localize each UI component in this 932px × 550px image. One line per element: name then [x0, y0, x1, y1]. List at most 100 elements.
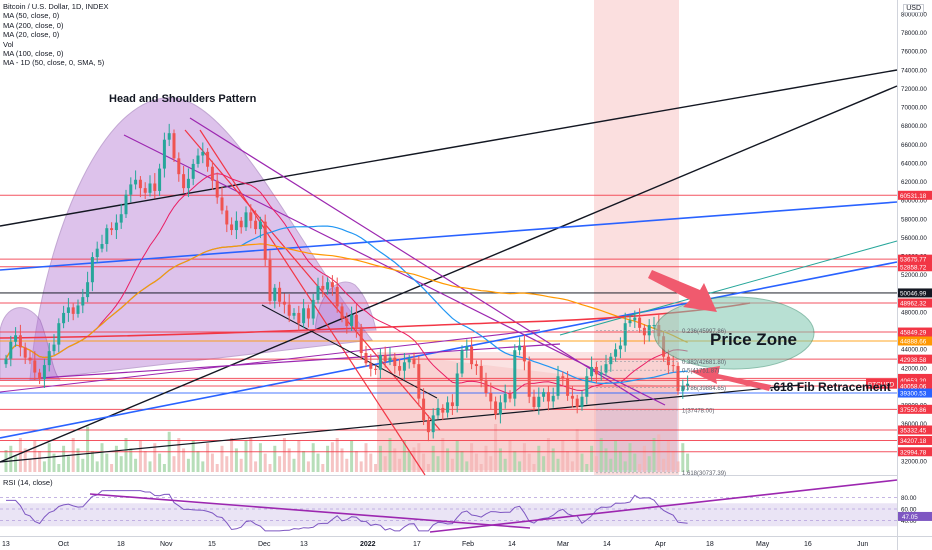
level-tag-label: 60531.18	[900, 193, 927, 200]
time-tick-label: May	[756, 541, 770, 548]
annotation-fib-retracement: .618 Fib Retracement	[770, 380, 891, 394]
candle-body	[398, 366, 402, 371]
candles	[4, 123, 690, 442]
indicator-ma-1d[interactable]: MA - 1D (50, close, 0, SMA, 5)	[3, 58, 105, 68]
arrow-to-fib	[690, 366, 771, 391]
candle-body	[62, 312, 66, 324]
ma-20-line	[5, 173, 688, 395]
volume-bar	[86, 426, 90, 472]
annotation-head-shoulders: Head and Shoulders Pattern	[109, 93, 257, 105]
candle-body	[215, 180, 219, 198]
symbol-title[interactable]: Bitcoin / U.S. Dollar, 1D, INDEX	[3, 2, 109, 11]
volume-bar	[33, 440, 37, 472]
candle-body	[383, 354, 387, 362]
volume-bar	[527, 453, 531, 472]
candle-body	[105, 228, 109, 245]
time-tick-label: Dec	[258, 541, 271, 548]
fib-label: 1(37478.00)	[682, 408, 714, 414]
fib-label: 1.618(30737.39)	[682, 471, 726, 477]
candle-body	[378, 354, 382, 370]
candle-body	[326, 282, 330, 290]
candle-body	[479, 366, 483, 381]
candle-body	[350, 314, 354, 326]
time-tick-label: Apr	[655, 541, 667, 548]
candle-body	[494, 401, 498, 415]
indicator-ma100[interactable]: MA (100, close, 0)	[3, 49, 64, 59]
trend-line-blue-upper	[0, 201, 898, 271]
candle-body	[503, 393, 507, 403]
candle-body	[666, 356, 670, 366]
rsi-title[interactable]: RSI (14, close)	[3, 478, 53, 487]
indicator-ma50[interactable]: MA (50, close, 0)	[3, 11, 60, 21]
volume-bar	[359, 461, 363, 472]
candle-body	[465, 346, 469, 351]
volume-bar	[287, 448, 291, 472]
rsi-tick-label: 40.00	[901, 518, 917, 525]
volume-bar	[686, 453, 690, 472]
volume-bar	[508, 440, 512, 472]
candle-body	[460, 350, 464, 374]
candle-body	[489, 393, 493, 402]
time-tick-label: Jun	[857, 541, 868, 548]
volume-bar	[590, 445, 594, 472]
candle-body	[426, 420, 430, 433]
candle-body	[527, 361, 531, 397]
time-tick-label: 2022	[360, 541, 376, 548]
trend-line-blue-lower	[0, 261, 898, 439]
candle-body	[47, 351, 51, 366]
volume-bar	[186, 458, 190, 472]
volume-bar	[124, 438, 128, 472]
candle-body	[364, 352, 368, 364]
price-tick-label: 64000.00	[901, 160, 927, 167]
level-tag-bg	[898, 262, 932, 272]
time-tick-label: Oct	[58, 541, 69, 548]
time-tick-label: 18	[706, 541, 714, 548]
volume-bar	[330, 442, 334, 472]
price-tick-label: 78000.00	[901, 30, 927, 37]
candle-body	[220, 197, 224, 211]
candle-body	[14, 335, 18, 342]
candle-body	[206, 151, 210, 167]
candle-body	[570, 395, 574, 399]
price-tick-label: 36000.00	[901, 421, 927, 428]
level-tag-bg	[898, 354, 932, 364]
candle-body	[18, 335, 22, 348]
candle-body	[676, 366, 680, 392]
candle-body	[182, 174, 186, 189]
price-tick-label: 58000.00	[901, 216, 927, 223]
price-axis[interactable]	[897, 0, 932, 550]
candle-body	[66, 307, 70, 313]
annotation-price-zone: Price Zone	[710, 330, 797, 349]
volume-bar	[335, 438, 339, 472]
currency-label[interactable]: USD	[903, 4, 924, 13]
volume-bar	[254, 461, 258, 472]
rsi-pane[interactable]	[0, 476, 897, 536]
volume-bar	[609, 458, 613, 472]
price-tick-label: 68000.00	[901, 123, 927, 130]
trend-line-black-lower	[0, 85, 898, 463]
level-tag-bg	[898, 381, 932, 391]
volume-bar	[249, 437, 253, 472]
time-tick-label: Mar	[557, 541, 570, 548]
volume-bar	[340, 448, 344, 472]
rsi-current-tag-bg	[898, 511, 932, 521]
candle-body	[196, 155, 200, 164]
indicator-ma20[interactable]: MA (20, close, 0)	[3, 30, 60, 40]
level-tag-label: 50046.99	[900, 291, 927, 298]
indicator-ma200[interactable]: MA (200, close, 0)	[3, 20, 64, 30]
volume-bar	[105, 453, 109, 472]
candle-body	[311, 299, 315, 319]
candle-body	[474, 364, 478, 367]
volume-bar	[66, 456, 70, 472]
volume-bar	[642, 445, 646, 472]
level-tag-label: 32994.78	[900, 449, 927, 456]
volume-bar	[570, 461, 574, 472]
volume-bar	[518, 461, 522, 472]
candle-body	[455, 373, 459, 407]
arrow-to-zone	[648, 270, 717, 312]
volume-bar	[479, 464, 483, 472]
volume-bar	[662, 458, 666, 472]
candle-body	[354, 314, 358, 329]
indicator-vol[interactable]: Vol	[3, 39, 14, 49]
